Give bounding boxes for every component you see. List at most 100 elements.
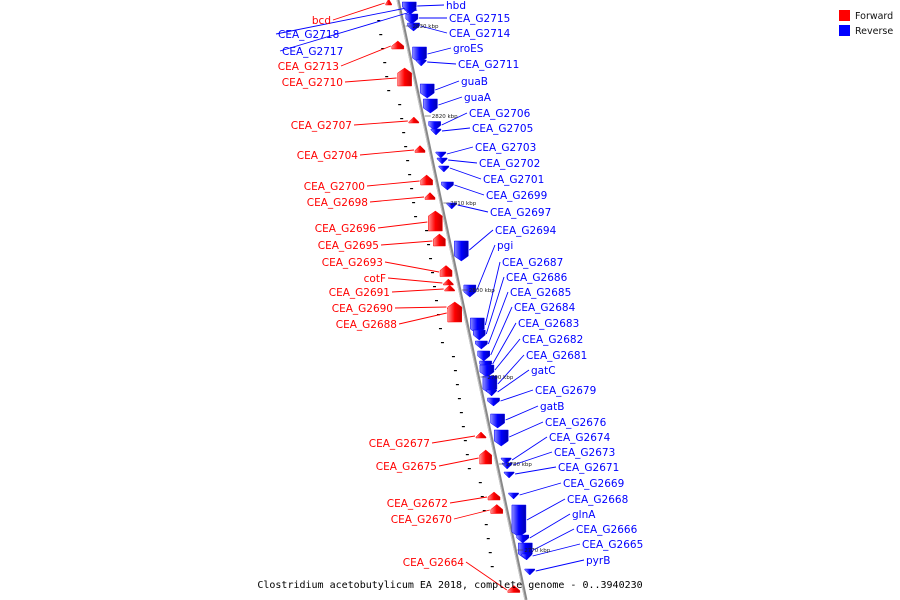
gene-label-cea-g2706[interactable]: CEA_G2706 — [469, 108, 531, 120]
gene-label-cea-g2688[interactable]: CEA_G2688 — [336, 319, 397, 331]
gene-label-cea-g2675[interactable]: CEA_G2675 — [376, 461, 437, 473]
gene-label-cea-g2694[interactable]: CEA_G2694 — [495, 225, 557, 237]
gene-cea-g2702[interactable] — [436, 157, 448, 165]
gene-label-bcd[interactable]: bcd — [312, 15, 331, 27]
gene-cea-g2714[interactable] — [407, 22, 420, 32]
gene-cea-g2664[interactable] — [507, 585, 521, 593]
gene-label-cea-g2715[interactable]: CEA_G2715 — [449, 13, 510, 25]
gene-label-groes[interactable]: groES — [453, 43, 484, 55]
gene-label-cea-g2681[interactable]: CEA_G2681 — [526, 350, 587, 362]
gene-label-cea-g2713[interactable]: CEA_G2713 — [278, 61, 339, 73]
gene-cea-g2675[interactable] — [479, 449, 492, 465]
gene-label-cea-g2714[interactable]: CEA_G2714 — [449, 28, 511, 40]
gene-cea-g2691[interactable] — [444, 284, 455, 292]
gene-cea-g2694[interactable] — [454, 240, 469, 262]
gene-cea-g2711[interactable] — [415, 59, 427, 67]
gene-label-cea-g2674[interactable]: CEA_G2674 — [549, 432, 611, 444]
gene-label-cea-g2703[interactable]: CEA_G2703 — [475, 142, 536, 154]
gene-label-cea-g2683[interactable]: CEA_G2683 — [518, 318, 579, 330]
gene-cea-g2665[interactable] — [521, 553, 532, 561]
gene-label-cea-g2677[interactable]: CEA_G2677 — [369, 438, 430, 450]
gene-label-cea-g2673[interactable]: CEA_G2673 — [554, 447, 615, 459]
gene-cea-g2685[interactable] — [475, 340, 488, 350]
gene-label-cea-g2679[interactable]: CEA_G2679 — [535, 385, 596, 397]
gene-guab[interactable] — [419, 83, 435, 99]
gene-cea-g2698[interactable] — [424, 192, 436, 200]
gene-label-cea-g2687[interactable]: CEA_G2687 — [502, 257, 563, 269]
gene-cea-g2706[interactable] — [428, 121, 441, 131]
gene-label-cea-g2676[interactable]: CEA_G2676 — [545, 417, 607, 429]
gene-cea-g2707[interactable] — [408, 116, 420, 124]
gene-cea-g2715[interactable] — [405, 13, 419, 25]
gene-glna[interactable] — [516, 534, 530, 544]
gene-label-cea-g2700[interactable]: CEA_G2700 — [304, 181, 365, 193]
gene-label-cea-g2704[interactable]: CEA_G2704 — [297, 150, 359, 162]
gene-cea-g2710[interactable] — [397, 67, 412, 87]
gene-cea-g2674[interactable] — [500, 457, 512, 465]
gene-label-cea-g2695[interactable]: CEA_G2695 — [318, 240, 379, 252]
gene-cea-g2704[interactable] — [414, 145, 426, 153]
gene-pyrb[interactable] — [524, 568, 536, 576]
gene-label-cea-g2682[interactable]: CEA_G2682 — [522, 334, 583, 346]
gene-label-cea-g2671[interactable]: CEA_G2671 — [558, 462, 619, 474]
gene-label-gatc[interactable]: gatC — [531, 365, 556, 377]
gene-label-cea-g2666[interactable]: CEA_G2666 — [576, 524, 638, 536]
gene-pgi[interactable] — [463, 284, 477, 298]
gene-label-cea-g2669[interactable]: CEA_G2669 — [563, 478, 624, 490]
gene-cea-g2669[interactable] — [508, 492, 519, 500]
gene-cea-g2693[interactable] — [439, 265, 453, 277]
gene-label-cea-g2707[interactable]: CEA_G2707 — [291, 120, 352, 132]
gene-label-cea-g2711[interactable]: CEA_G2711 — [458, 59, 519, 71]
gene-cea-g2677[interactable] — [475, 431, 487, 439]
gene-cea-g2705[interactable] — [430, 128, 442, 136]
gene-label-glna[interactable]: glnA — [572, 509, 596, 521]
gene-label-cea-g2710[interactable]: CEA_G2710 — [282, 77, 343, 89]
gene-cea-g2668[interactable] — [511, 504, 527, 538]
gene-label-cea-g2668[interactable]: CEA_G2668 — [567, 494, 628, 506]
gene-label-hbd[interactable]: hbd — [446, 0, 466, 12]
gene-gatb[interactable] — [490, 413, 505, 429]
gene-label-cea-g2696[interactable]: CEA_G2696 — [315, 223, 377, 235]
gene-cea-g2682[interactable] — [479, 364, 495, 378]
gene-label-cea-g2686[interactable]: CEA_G2686 — [506, 272, 568, 284]
gene-cea-g2697[interactable] — [446, 202, 457, 210]
gene-label-cea-g2693[interactable]: CEA_G2693 — [322, 257, 383, 269]
gene-label-cea-g2685[interactable]: CEA_G2685 — [510, 287, 571, 299]
gene-label-pgi[interactable]: pgi — [497, 240, 513, 252]
gene-label-cotf[interactable]: cotF — [364, 273, 386, 285]
gene-label-cea-g2717[interactable]: CEA_G2717 — [282, 46, 343, 58]
gene-cea-g2699[interactable] — [441, 181, 454, 191]
gene-label-pyrb[interactable]: pyrB — [586, 555, 610, 567]
gene-label-cea-g2701[interactable]: CEA_G2701 — [483, 174, 544, 186]
gene-label-cea-g2691[interactable]: CEA_G2691 — [329, 287, 390, 299]
gene-cotf[interactable] — [443, 278, 454, 286]
gene-label-cea-g2718[interactable]: CEA_G2718 — [278, 29, 339, 41]
gene-label-cea-g2672[interactable]: CEA_G2672 — [387, 498, 448, 510]
gene-label-cea-g2670[interactable]: CEA_G2670 — [391, 514, 452, 526]
gene-label-cea-g2664[interactable]: CEA_G2664 — [403, 557, 465, 569]
gene-cea-g2679[interactable] — [487, 397, 500, 407]
gene-label-guab[interactable]: guaB — [461, 76, 488, 88]
gene-gatc[interactable] — [486, 389, 497, 397]
gene-hbd[interactable] — [402, 1, 417, 13]
gene-label-cea-g2705[interactable]: CEA_G2705 — [472, 123, 533, 135]
gene-cea-g2671[interactable] — [503, 471, 515, 479]
gene-label-gatb[interactable]: gatB — [540, 401, 564, 413]
gene-cea-g2672[interactable] — [487, 491, 501, 501]
gene-label-guaa[interactable]: guaA — [464, 92, 492, 104]
gene-label-cea-g2699[interactable]: CEA_G2699 — [486, 190, 547, 202]
gene-label-cea-g2702[interactable]: CEA_G2702 — [479, 158, 540, 170]
gene-label-cea-g2690[interactable]: CEA_G2690 — [332, 303, 393, 315]
gene-cea-g2676[interactable] — [493, 429, 509, 447]
gene-cea-g2701[interactable] — [438, 165, 450, 173]
gene-cea-g2695[interactable] — [433, 233, 446, 247]
gene-label-cea-g2698[interactable]: CEA_G2698 — [307, 197, 368, 209]
gene-label-cea-g2697[interactable]: CEA_G2697 — [490, 207, 551, 219]
gene-guaa[interactable] — [423, 98, 438, 114]
gene-label-cea-g2684[interactable]: CEA_G2684 — [514, 302, 576, 314]
gene-bcd[interactable] — [385, 0, 392, 6]
gene-cea-g2688[interactable] — [447, 301, 463, 323]
gene-label-cea-g2665[interactable]: CEA_G2665 — [582, 539, 643, 551]
gene-cea-g2670[interactable] — [490, 504, 504, 514]
gene-cea-g2686[interactable] — [472, 329, 486, 341]
